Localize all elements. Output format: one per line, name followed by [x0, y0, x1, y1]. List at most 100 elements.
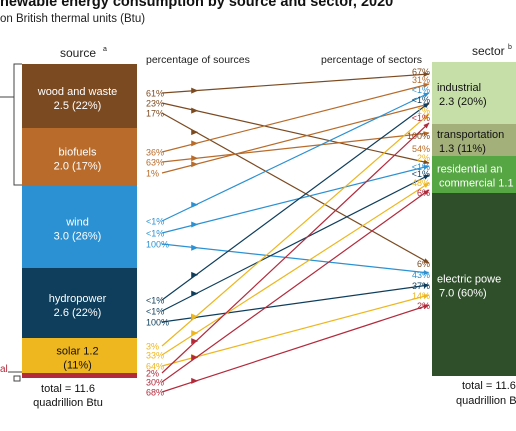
flow-arrow-solar-0	[191, 313, 199, 320]
sector-pct-label: 2%	[417, 153, 430, 163]
source-pct-label: 100%	[146, 318, 169, 328]
flow-line-geothermal-1	[161, 189, 430, 383]
flow-line-wind-0	[161, 92, 430, 222]
flow-line-solar-0	[161, 113, 430, 347]
source-pct-label: 23%	[146, 99, 164, 109]
flow-arrow-wind-0	[191, 201, 199, 208]
sector-name-residential: residential an	[437, 164, 502, 176]
bracket-geothermal-box	[13, 375, 21, 382]
flow-arrow-wind-1	[191, 221, 199, 228]
source-pct-label: 1%	[146, 169, 159, 179]
flow-line-geothermal-2	[161, 304, 430, 393]
sector-pct-label: <1%	[412, 95, 430, 105]
source-bar-solar	[22, 338, 137, 373]
sector-pct-label: 67%	[412, 67, 430, 77]
left-edge-label: al	[0, 364, 8, 375]
source-pct-label: 17%	[146, 109, 164, 119]
sector-pct-label: 31%	[412, 75, 430, 85]
source-bar-wood	[22, 64, 137, 128]
source-total: total = 11.6	[41, 383, 95, 395]
flow-arrow-biofuels-1	[191, 155, 199, 162]
chart-subtitle: on British thermal units (Btu)	[0, 13, 146, 25]
flow-arrow-wood-1	[191, 107, 199, 114]
source-pct-label: 100%	[146, 240, 169, 250]
flow-arrow-biofuels-2	[191, 161, 199, 168]
source-name-wood: wood and waste	[37, 86, 118, 98]
flow-arrow-solar-1	[191, 330, 199, 337]
source-pct-label: 61%	[146, 89, 164, 99]
flow-line-geothermal-0	[161, 122, 430, 374]
sector-value-industrial: 2.3 (20%)	[439, 96, 487, 108]
chart-title: newable energy consumption by source and…	[0, 0, 394, 10]
flow-arrow-geothermal-0	[191, 338, 199, 345]
flow-line-wood-0	[161, 71, 430, 94]
sector-pct-label: <1%	[412, 169, 430, 179]
sector-bar-transportation	[432, 124, 516, 156]
source-bar-hydro	[22, 268, 137, 338]
source-pct-label: <1%	[146, 296, 164, 306]
flow-line-wind-2	[161, 243, 430, 275]
sector-pct-label: 54%	[412, 144, 430, 154]
sector-value-transportation: 1.3 (11%)	[439, 143, 486, 155]
sector-bar-industrial	[432, 62, 516, 124]
sector-pct-label: 14%	[412, 291, 430, 301]
source-pct-label: 68%	[146, 388, 164, 398]
sector-pct-label: 37%	[412, 281, 430, 291]
source-pct-label: 63%	[146, 158, 164, 168]
sector-value-residential: commercial 1.1	[439, 178, 514, 190]
source-name-hydro: hydropower	[49, 293, 107, 305]
source-pct-label: 33%	[146, 351, 164, 361]
flow-arrow-wood-2	[191, 129, 199, 136]
flow-line-hydro-0	[161, 102, 430, 301]
sector-bar-electric	[432, 193, 516, 376]
flow-line-solar-1	[161, 182, 430, 356]
sector-name-electric: electric powe	[437, 274, 501, 286]
source-bar-biofuels	[22, 128, 137, 185]
sector-heading: sector	[472, 44, 505, 58]
sector-pct-label: 2%	[417, 301, 430, 311]
sector-bar-residential	[432, 156, 516, 193]
sector-pct-label: <1%	[412, 162, 430, 172]
flow-arrow-hydro-1	[191, 290, 199, 297]
source-pct-label: <1%	[146, 217, 164, 227]
sector-heading-superscript: b	[508, 44, 512, 51]
flow-arrow-hydro-0	[191, 271, 199, 278]
source-value-hydro: 2.6 (22%)	[54, 307, 102, 319]
source-total-unit: quadrillion Btu	[33, 397, 103, 409]
sector-pct-label: <1%	[412, 85, 430, 95]
source-name-wind: wind	[65, 217, 89, 229]
source-heading: source	[60, 46, 96, 60]
flow-arrow-biofuels-0	[191, 140, 199, 147]
flow-arrow-geothermal-2	[191, 377, 199, 384]
sector-pct-label: 6%	[417, 259, 430, 269]
flow-line-biofuels-1	[161, 131, 430, 163]
sector-value-electric: 7.0 (60%)	[439, 288, 487, 300]
source-value-wood: 2.5 (22%)	[54, 100, 102, 112]
flow-line-biofuels-2	[161, 103, 430, 174]
flow-line-hydro-1	[161, 174, 430, 312]
source-name-biofuels: biofuels	[59, 147, 97, 159]
source-pct-label: 2%	[146, 369, 159, 379]
source-bar-geothermal	[22, 373, 137, 378]
source-heading-superscript: a	[103, 46, 107, 53]
source-pct-label: 30%	[146, 378, 164, 388]
source-name-solar: solar 1.2	[56, 346, 98, 358]
sector-total: total = 11.6	[462, 380, 516, 392]
source-value-solar: (11%)	[63, 360, 92, 372]
flow-line-wood-2	[161, 112, 430, 264]
flow-line-solar-2	[161, 294, 430, 367]
source-pct-label: 64%	[146, 362, 164, 372]
flow-line-hydro-2	[161, 283, 430, 323]
source-value-wind: 3.0 (26%)	[54, 231, 102, 243]
sector-pct-label: <1%	[412, 113, 430, 123]
sector-pct-label: 1%	[417, 106, 430, 116]
sector-name-transportation: transportation	[437, 129, 504, 141]
flow-arrow-wood-0	[191, 87, 199, 94]
source-pct-label: <1%	[146, 229, 164, 239]
percentage-of-sectors-heading: percentage of sectors	[321, 54, 422, 66]
flow-line-biofuels-0	[161, 83, 430, 153]
sector-name-industrial: industrial	[437, 82, 481, 94]
bracket-biomass	[13, 63, 22, 186]
flow-arrow-geothermal-1	[191, 354, 199, 361]
